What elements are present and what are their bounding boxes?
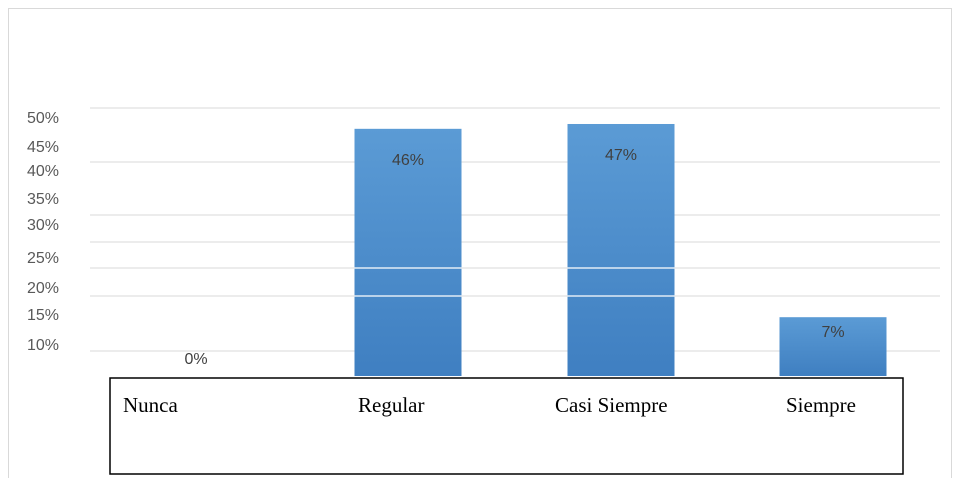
category-label: Siempre: [786, 393, 856, 417]
y-tick-label: 15%: [27, 307, 59, 324]
gridlines: [90, 107, 940, 352]
category-label: Casi Siempre: [555, 393, 668, 417]
y-tick-label: 50%: [27, 110, 59, 127]
y-axis-tick-labels: 50% 45% 40% 35% 30% 25% 20% 15% 10%: [27, 110, 59, 354]
data-label: 46%: [392, 152, 424, 169]
y-tick-label: 45%: [27, 139, 59, 156]
chart-frame: [8, 8, 952, 478]
bar-casi-siempre: [567, 123, 675, 377]
data-label: 47%: [605, 147, 637, 164]
data-label: 0%: [184, 351, 207, 368]
category-label: Nunca: [123, 393, 178, 417]
bars: [354, 123, 887, 377]
y-tick-label: 20%: [27, 280, 59, 297]
bar-siempre: [779, 317, 887, 376]
y-tick-label: 35%: [27, 191, 59, 208]
bar-regular: [354, 128, 462, 376]
category-labels: Nunca Regular Casi Siempre Siempre: [123, 393, 856, 417]
y-tick-label: 10%: [27, 337, 59, 354]
data-labels: 0% 46% 47% 7%: [184, 147, 844, 368]
category-table-box: [109, 377, 904, 475]
y-tick-label: 40%: [27, 163, 59, 180]
category-label: Regular: [358, 393, 424, 417]
data-label: 7%: [821, 324, 844, 341]
y-tick-label: 30%: [27, 217, 59, 234]
y-tick-label: 25%: [27, 250, 59, 267]
